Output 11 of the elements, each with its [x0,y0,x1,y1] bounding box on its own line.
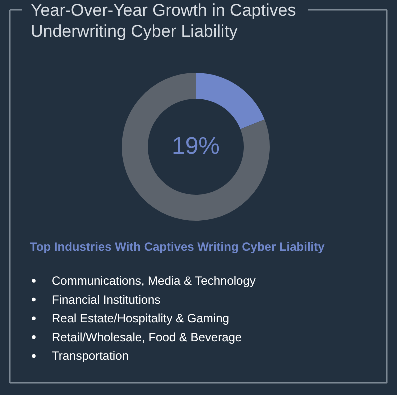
text: Top Industries With Captives Writing Cyber Liability [30,240,326,254]
text: Financial Institutions [52,292,161,307]
donut-slice [122,73,270,221]
text: Retail/Wholesale, Food & Beverage [52,330,242,344]
text: Year-Over-Year Growth in Captives [31,1,296,20]
text: Underwriting Cyber Liability [31,22,238,41]
text: Transportation [52,349,129,364]
donut-slice [196,73,265,130]
data-label: 19% [172,133,220,160]
text: Real Estate/Hospitality & Gaming [52,312,230,326]
text: Communications, Media & Technology [52,274,256,288]
